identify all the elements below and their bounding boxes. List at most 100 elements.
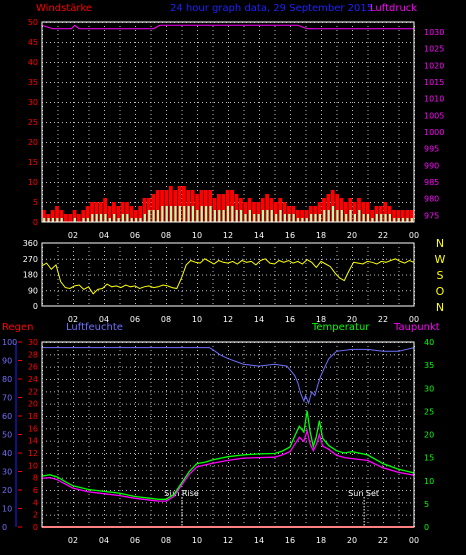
grid-dot — [374, 477, 375, 479]
wind-bar — [221, 194, 226, 222]
grid-dot — [88, 506, 90, 507]
grid-dot — [243, 434, 245, 435]
grid-dot — [228, 275, 229, 276]
grid-dot — [135, 522, 136, 523]
grid-dot — [73, 390, 74, 391]
grid-dot — [250, 162, 251, 163]
grid-dot — [282, 182, 283, 183]
grid-dot — [402, 62, 403, 63]
grid-dot — [298, 502, 299, 504]
grid-dot — [150, 178, 152, 179]
grid-dot — [354, 502, 355, 504]
grid-dot — [398, 514, 399, 516]
grid-dot — [305, 390, 307, 391]
grid-dot — [298, 162, 299, 163]
grid-dot — [186, 274, 187, 276]
grid-dot — [352, 506, 353, 507]
grid-dot — [282, 514, 283, 516]
grid-dot — [352, 299, 353, 300]
wind-mean-bar — [51, 218, 55, 222]
grid-dot — [290, 126, 291, 127]
grid-dot — [110, 102, 111, 103]
grid-dot — [142, 182, 143, 183]
grid-dot — [366, 490, 367, 491]
grid-dot — [150, 194, 152, 195]
grid-dot — [352, 346, 353, 347]
grid-dot — [170, 502, 171, 504]
grid-dot — [394, 102, 395, 103]
grid-dot — [170, 102, 171, 103]
grid-dot — [106, 162, 107, 163]
grid-dot — [146, 416, 147, 417]
grid-dot — [110, 202, 111, 203]
wind-mean-bar — [231, 206, 234, 222]
grid-dot — [367, 90, 369, 91]
wind-direction-grid — [42, 247, 415, 304]
grid-dot — [394, 453, 395, 454]
grid-dot — [321, 506, 322, 507]
grid-dot — [367, 287, 369, 288]
grid-dot — [197, 182, 198, 183]
grid-dot — [246, 82, 247, 83]
grid-dot — [250, 490, 251, 491]
wind-tick-15: 15 — [28, 158, 38, 167]
grid-dot — [234, 290, 235, 292]
grid-dot — [73, 490, 74, 491]
grid-dot — [73, 406, 74, 407]
grid-dot — [338, 258, 339, 260]
grid-dot — [212, 82, 214, 83]
grid-dot — [383, 74, 384, 75]
grid-dot — [228, 66, 229, 67]
grid-dot — [306, 182, 307, 183]
grid-dot — [383, 354, 384, 355]
grid-dot — [110, 42, 111, 43]
grid-dot — [243, 522, 245, 523]
grid-dot — [118, 258, 119, 260]
grid-dot — [88, 50, 90, 51]
grid-dot — [154, 142, 155, 143]
grid-dot — [57, 118, 59, 119]
grid-dot — [250, 122, 251, 123]
grid-dot — [259, 66, 260, 67]
grid-dot — [321, 62, 322, 63]
grid-dot — [305, 70, 307, 71]
grid-dot — [104, 114, 105, 115]
grid-dot — [57, 374, 59, 375]
grid-dot — [305, 74, 307, 75]
wind-bar — [256, 202, 261, 222]
grid-dot — [218, 490, 219, 491]
grid-dot — [274, 258, 275, 260]
grid-dot — [57, 446, 59, 447]
grid-dot — [274, 462, 276, 463]
grid-dot — [90, 62, 91, 63]
grid-dot — [305, 94, 307, 95]
grid-dot — [358, 428, 359, 430]
grid-dot — [98, 42, 99, 43]
grid-dot — [367, 362, 369, 363]
grid-dot — [150, 410, 152, 411]
grid-dot — [383, 146, 384, 147]
grid-dot — [197, 410, 198, 411]
grid-dot — [398, 255, 400, 256]
grid-dot — [150, 442, 152, 443]
grid-dot — [259, 466, 260, 467]
grid-dot — [94, 142, 95, 143]
grid-dot — [150, 283, 152, 284]
grid-dot — [98, 465, 99, 467]
grid-dot — [378, 82, 379, 83]
grid-dot — [142, 453, 143, 454]
grid-dot — [254, 102, 255, 103]
grid-dot — [162, 258, 163, 260]
grid-dot — [218, 453, 219, 454]
grid-dot — [228, 446, 229, 447]
grid-dot — [130, 274, 131, 276]
grid-dot — [73, 198, 74, 199]
grid-dot — [197, 346, 198, 347]
grid-dot — [338, 82, 339, 83]
grid-dot — [383, 26, 384, 27]
grid-dot — [398, 190, 400, 191]
grid-dot — [383, 406, 384, 407]
grid-dot — [314, 453, 315, 454]
grid-dot — [228, 78, 229, 79]
grid-dot — [259, 354, 260, 355]
